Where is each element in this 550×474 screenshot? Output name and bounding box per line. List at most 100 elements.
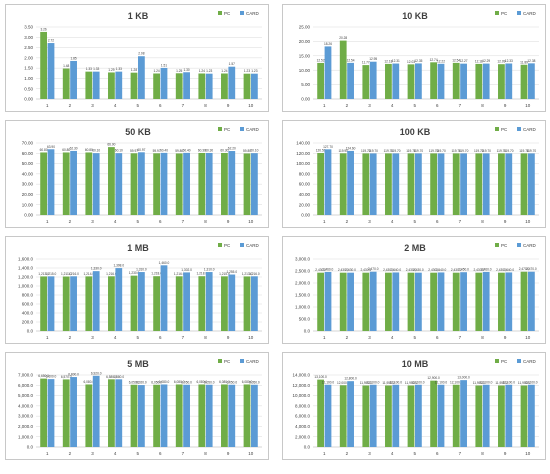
data-label: 12.54: [452, 58, 460, 62]
data-label: 2,430.0: [496, 268, 507, 272]
bar-pc: [40, 276, 47, 331]
chart-panel: 50 KB PC CARD 0.00 10.00 20.00 30.00 40.00 50.00…: [5, 120, 269, 228]
chart-title: 10 KB: [402, 11, 428, 21]
y-tick-label: 6,000.0: [18, 383, 34, 388]
data-label: 2,470.0: [519, 267, 530, 271]
data-label: 6,920.0: [91, 371, 102, 375]
bar-card: [392, 63, 400, 99]
data-label: 1.51: [161, 63, 167, 67]
x-tick-label: 7: [182, 103, 185, 108]
bar-pc: [317, 153, 324, 215]
data-label: 59.97: [153, 149, 161, 153]
data-label: 63.90: [47, 145, 55, 149]
bar-card: [47, 43, 55, 99]
data-label: 6,650.0: [38, 374, 49, 378]
x-tick-label: 5: [413, 103, 416, 108]
data-label: 2,460.0: [481, 267, 492, 271]
data-label: 119.70: [406, 149, 416, 153]
data-label: 2,460.0: [323, 267, 334, 271]
data-label: 12,100.0: [480, 380, 493, 384]
x-tick-label: 5: [413, 335, 416, 340]
data-label: 119.70: [527, 149, 537, 153]
bar-pc: [40, 152, 47, 215]
x-tick-label: 7: [459, 103, 462, 108]
x-tick-label: 6: [436, 219, 439, 224]
data-label: 11,950.0: [382, 381, 394, 385]
data-label: 12.09: [497, 60, 505, 64]
x-tick-label: 6: [436, 103, 439, 108]
data-label: 2,440.0: [390, 268, 401, 272]
bar-pc: [452, 384, 460, 447]
bar-pc: [317, 272, 324, 331]
y-tick-label: 1,400.0: [18, 266, 34, 271]
data-label: 62.20: [228, 147, 236, 151]
bar-pc: [339, 385, 347, 447]
bar-card: [392, 153, 400, 215]
data-label: 12.35: [414, 59, 422, 63]
bar-pc: [498, 153, 505, 215]
y-tick-label: 40.00: [299, 192, 311, 197]
x-tick-label: 7: [182, 335, 185, 340]
bar-pc: [243, 384, 251, 447]
legend-label: PC: [224, 359, 231, 364]
bar-chart: 1 KB PC CARD 0.00 0.50 1.00 1.50 2.00 2.50 3.00 3.…: [24, 11, 262, 108]
data-label: 6,080.0: [196, 380, 207, 384]
x-tick-label: 5: [136, 103, 139, 108]
data-label: 119.70: [361, 149, 371, 153]
data-label: 2,430.0: [345, 268, 356, 272]
data-label: 12.74: [430, 58, 438, 62]
data-label: 60.80: [40, 148, 48, 152]
y-tick-label: 10,000.0: [292, 393, 310, 398]
bar-card: [460, 272, 467, 331]
bar-pc: [221, 276, 228, 331]
x-tick-label: 4: [391, 335, 394, 340]
bar-pc: [85, 384, 93, 447]
bar-pc: [430, 380, 437, 447]
bar-pc: [198, 73, 206, 99]
bar-card: [324, 149, 332, 215]
x-tick-label: 9: [504, 451, 507, 456]
bar-pc: [520, 64, 528, 99]
bar-pc: [475, 272, 483, 331]
bar-pc: [153, 384, 160, 447]
y-tick-label: 500.0: [299, 317, 311, 322]
data-label: 12,100.0: [503, 380, 516, 384]
data-label: 119.70: [451, 149, 461, 153]
data-label: 6,050.0: [204, 380, 215, 384]
data-label: 11,950.0: [495, 381, 507, 385]
data-label: 1.23: [251, 69, 257, 73]
y-tick-label: 1,000.0: [18, 434, 34, 439]
data-label: 60.80: [62, 148, 70, 152]
y-tick-label: 1.50: [24, 66, 33, 71]
bar-pc: [62, 68, 70, 99]
x-tick-label: 1: [323, 219, 326, 224]
data-label: 12.03: [407, 60, 415, 64]
data-label: 119.70: [391, 149, 401, 153]
data-label: 1,215.0: [46, 272, 57, 276]
bar-pc: [198, 384, 206, 447]
bar-chart: 2 MB PC CARD 0.0 500.0 1,000.0 1,500.0 2,000.0 2…: [295, 243, 539, 340]
x-tick-label: 8: [204, 219, 207, 224]
data-label: 12.18: [475, 59, 483, 63]
bar-pc: [85, 71, 93, 99]
data-label: 11,950.0: [360, 381, 372, 385]
bar-card: [460, 153, 467, 215]
data-label: 119.70: [481, 149, 491, 153]
data-label: 12,800.0: [344, 377, 357, 381]
bar-card: [70, 150, 77, 215]
bar-pc: [198, 276, 206, 331]
data-label: 1,255.0: [226, 270, 237, 274]
bar-pc: [520, 385, 528, 447]
data-label: 6,050.0: [249, 380, 260, 384]
bar-pc: [407, 272, 415, 331]
bar-card: [369, 384, 377, 447]
y-tick-label: 5.00: [301, 82, 310, 87]
y-tick-label: 4,000.0: [18, 403, 34, 408]
x-tick-label: 2: [69, 335, 72, 340]
legend-label: CARD: [246, 243, 260, 248]
legend-label: PC: [501, 11, 508, 16]
y-tick-label: 70.00: [22, 141, 34, 146]
x-tick-label: 8: [481, 219, 484, 224]
bar-card: [47, 379, 55, 447]
x-tick-label: 5: [136, 335, 139, 340]
